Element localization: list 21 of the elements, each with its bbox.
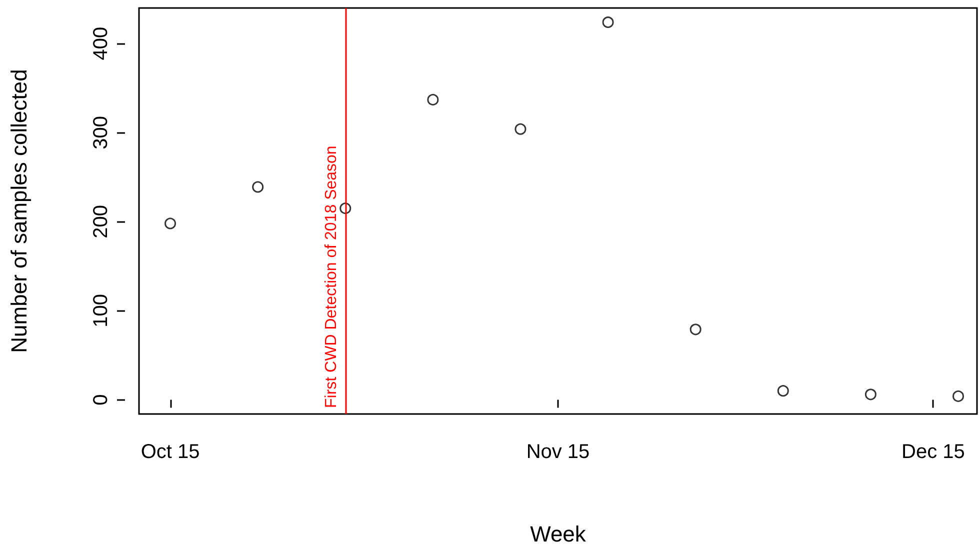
point [427, 94, 439, 106]
point [864, 388, 876, 400]
x-axis-title: Week [530, 522, 587, 546]
point [690, 324, 702, 336]
x-tick-label: Dec 15 [902, 441, 965, 463]
y-tick-label: 200 [90, 204, 112, 238]
point [777, 385, 789, 397]
point [514, 123, 526, 135]
y-tick-label: 100 [90, 294, 112, 328]
y-tick-label: 400 [90, 26, 112, 60]
y-axis-title: Number of samples collected [6, 69, 32, 353]
point [164, 218, 176, 230]
point [252, 181, 264, 193]
point [602, 16, 614, 28]
y-tick-label: 0 [90, 394, 112, 406]
ref-line-label: First CWD Detection of 2018 Season [322, 146, 340, 408]
x-tick-label: Oct 15 [140, 441, 200, 463]
x-tick-label: Nov 15 [526, 441, 590, 463]
y-tick-label: 300 [90, 116, 112, 150]
point [952, 390, 964, 402]
point [340, 202, 352, 214]
